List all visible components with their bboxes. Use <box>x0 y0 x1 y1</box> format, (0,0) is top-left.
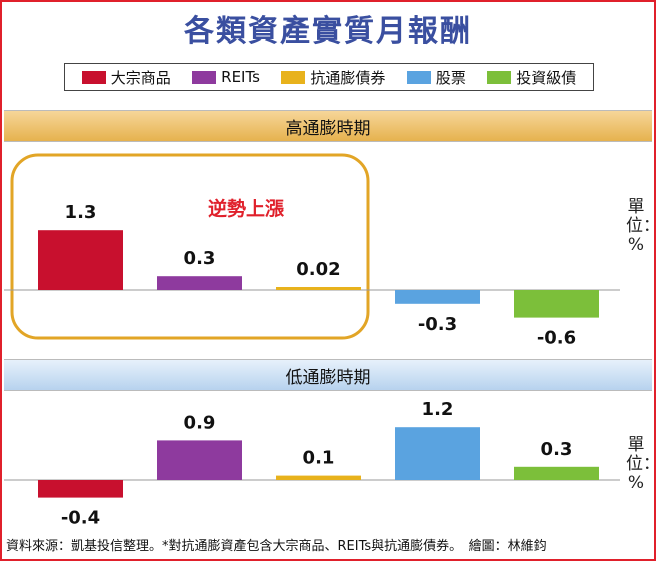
bar-low-investment-grade-bonds <box>514 466 599 480</box>
source-footer: 資料來源：凱基投信整理。*對抗通膨資產包含大宗商品、REITs與抗通膨債券。 繪… <box>6 539 547 554</box>
bar-high-stocks <box>395 290 480 304</box>
chart-title: 各類資產實質月報酬 <box>184 14 472 49</box>
bar-high-commodities <box>38 230 123 290</box>
bar-low-stocks <box>395 427 480 480</box>
panel-title-high-inflation: 高通膨時期 <box>4 110 652 142</box>
legend-item-commodities: 大宗商品 <box>81 67 171 88</box>
legend-item-investment-grade-bonds: 投資級債 <box>487 67 576 88</box>
highlight-box <box>10 153 370 340</box>
bar-high-reits <box>157 276 242 290</box>
bar-low-commodities <box>38 480 123 498</box>
value-label: 0.1 <box>303 448 335 469</box>
legend-swatch <box>192 70 217 84</box>
legend-label: 大宗商品 <box>110 68 171 87</box>
legend-label: 抗通膨債券 <box>310 68 386 87</box>
bar-low-reits <box>157 440 242 480</box>
legend-label: REITs <box>221 68 260 86</box>
legend-swatch <box>406 70 431 84</box>
legend-swatch <box>281 70 306 84</box>
value-label: -0.4 <box>61 508 100 529</box>
legend-item-stocks: 股票 <box>406 67 466 88</box>
value-label: 0.3 <box>184 248 216 269</box>
bar-high-inflation-bonds <box>276 287 361 290</box>
legend-label: 股票 <box>435 68 466 87</box>
legend: 大宗商品 REITs 抗通膨債券 股票 投資級債 <box>64 63 594 91</box>
bar-low-inflation-bonds <box>276 475 361 480</box>
annotation-rising: 逆勢上漲 <box>208 198 285 220</box>
bar-high-investment-grade-bonds <box>514 290 599 318</box>
unit-label-high: 單位：% <box>626 197 656 255</box>
value-label: -0.6 <box>537 328 576 349</box>
legend-swatch <box>487 70 512 84</box>
value-label: 1.2 <box>422 399 454 420</box>
panel-title-low-inflation: 低通膨時期 <box>4 359 652 391</box>
value-label: 0.9 <box>184 412 216 433</box>
value-label: 1.3 <box>65 202 97 223</box>
value-label: -0.3 <box>418 314 457 335</box>
legend-item-reits: REITs <box>192 68 260 86</box>
legend-label: 投資級債 <box>516 68 577 87</box>
unit-label-low: 單位：% <box>626 435 656 493</box>
value-label: 0.02 <box>296 259 340 280</box>
value-label: 0.3 <box>541 439 573 460</box>
legend-item-inflation-bonds: 抗通膨債券 <box>281 67 385 88</box>
legend-swatch <box>81 70 106 84</box>
